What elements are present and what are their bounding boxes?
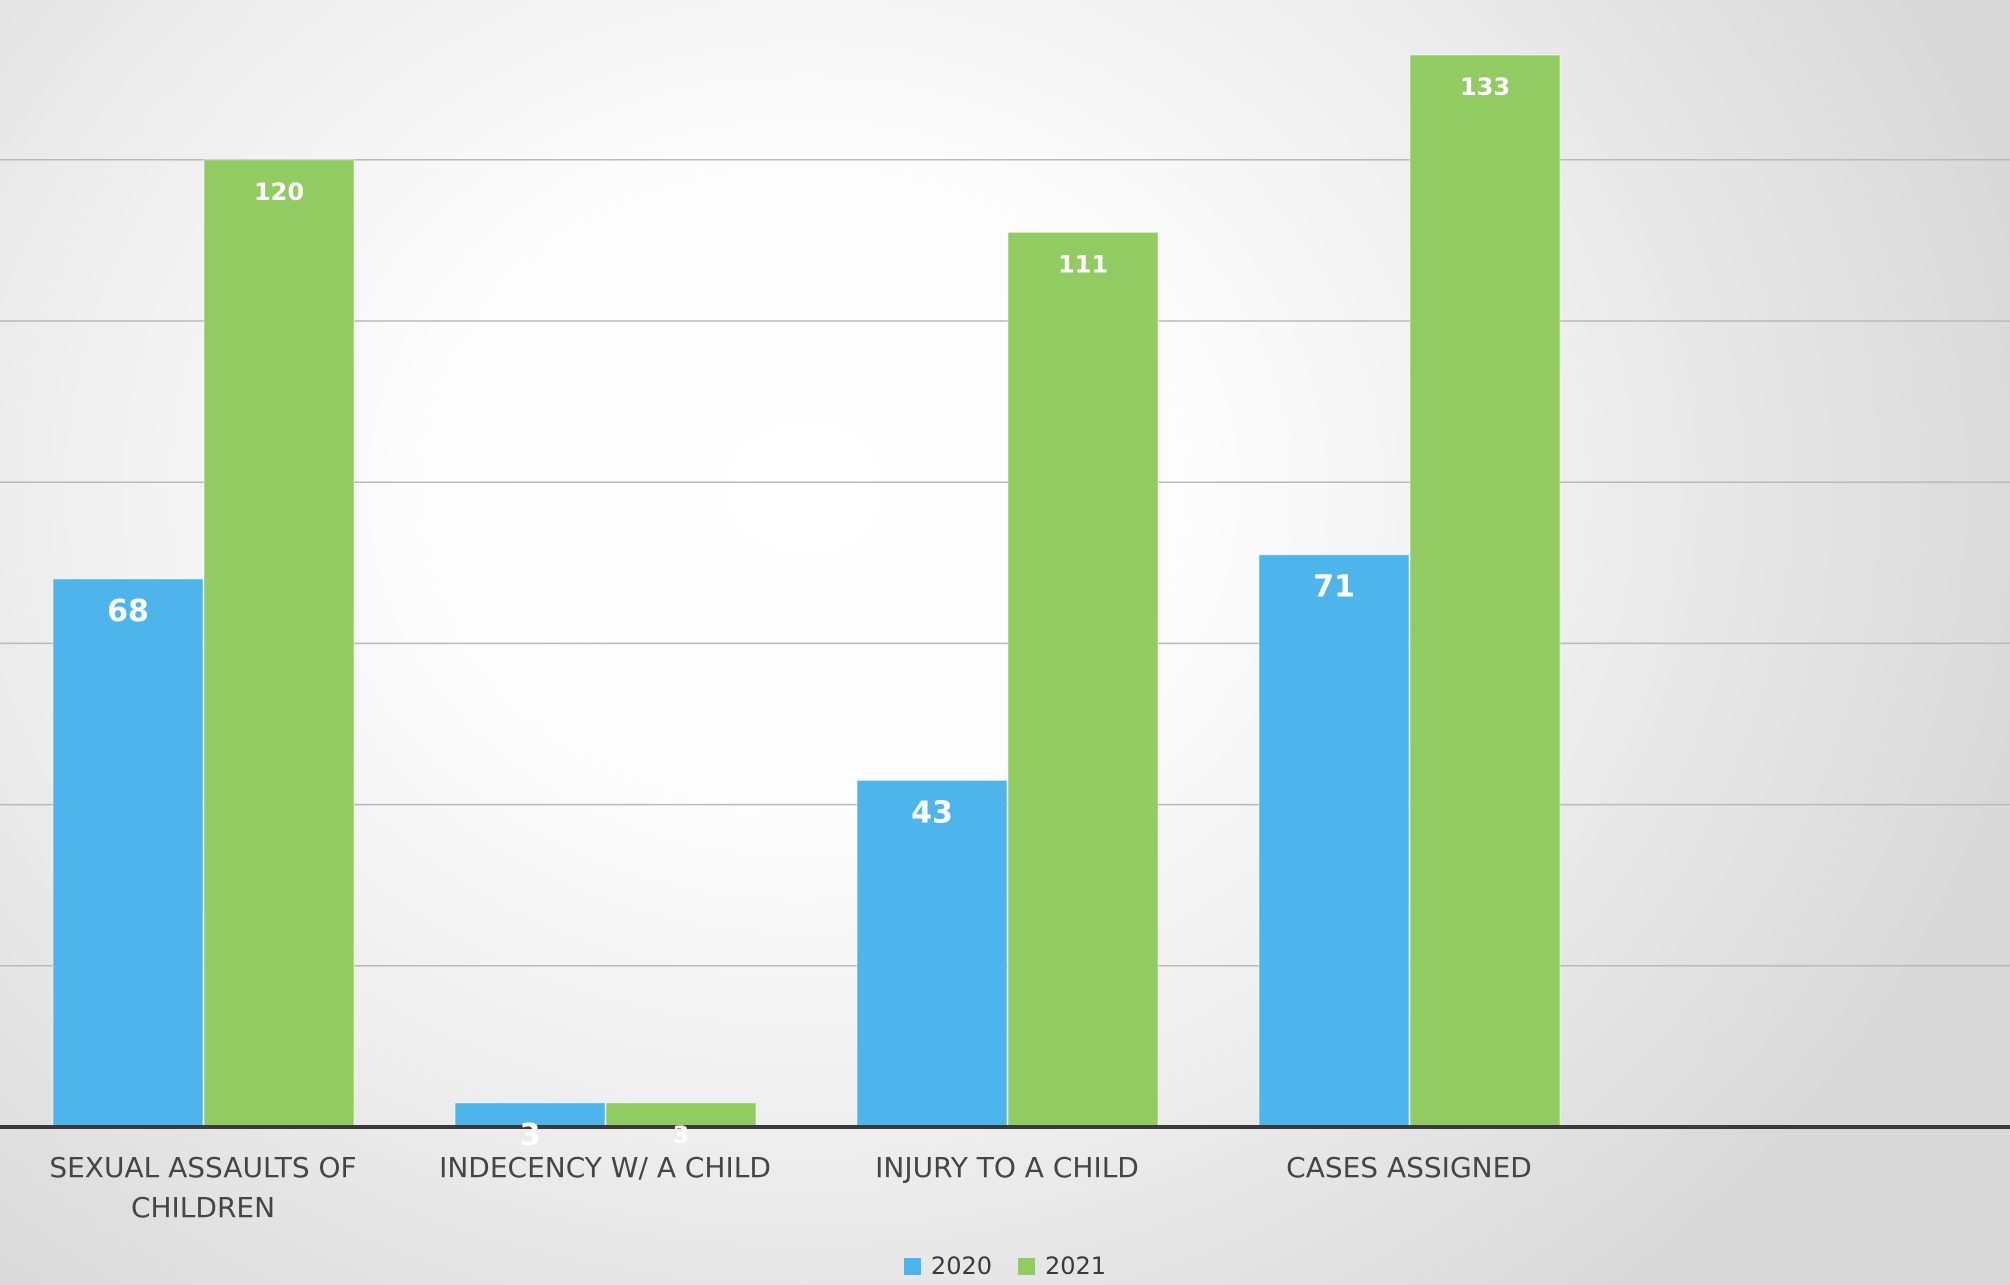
bar-2020-3	[1258, 554, 1410, 1128]
bar-2020-2	[856, 779, 1008, 1128]
data-label-2021-1: 3	[673, 1121, 690, 1149]
bar-2021-3	[1409, 54, 1561, 1128]
category-label-cases-assigned: CASES ASSIGNED	[1286, 1151, 1532, 1184]
category-label-injury: INJURY TO A CHILD	[875, 1151, 1139, 1184]
bar-2020-0	[52, 578, 204, 1128]
bar-2021-0	[203, 159, 355, 1128]
data-label-2021-2: 111	[1058, 250, 1108, 278]
data-label-2021-0: 120	[254, 178, 304, 206]
data-label-2020-0: 68	[107, 594, 149, 629]
legend-label-2020: 2020	[930, 1252, 992, 1280]
data-label-2020-1: 3	[520, 1118, 541, 1153]
legend-swatch-2020	[903, 1257, 921, 1275]
legend-item-2020: 2020	[903, 1252, 992, 1280]
bar-2021-2	[1007, 231, 1159, 1128]
legend-swatch-2021	[1018, 1257, 1035, 1275]
legend-label-2021: 2021	[1045, 1252, 1107, 1280]
bars	[52, 54, 1561, 1128]
legend-item-2021: 2021	[1018, 1252, 1106, 1280]
data-label-2020-2: 43	[911, 795, 953, 830]
data-label-2021-3: 133	[1460, 73, 1510, 101]
legend: 2020 2021	[0, 1252, 2010, 1280]
category-label-sexual-assaults: SEXUAL ASSAULTS OF CHILDREN	[49, 1151, 357, 1224]
data-labels: 68 120 3 3 43 111 71 133	[107, 73, 1510, 1153]
bar-2020-1	[454, 1102, 606, 1128]
data-label-2020-3: 71	[1313, 570, 1355, 605]
category-label-indecency: INDECENCY W/ A CHILD	[439, 1151, 771, 1184]
